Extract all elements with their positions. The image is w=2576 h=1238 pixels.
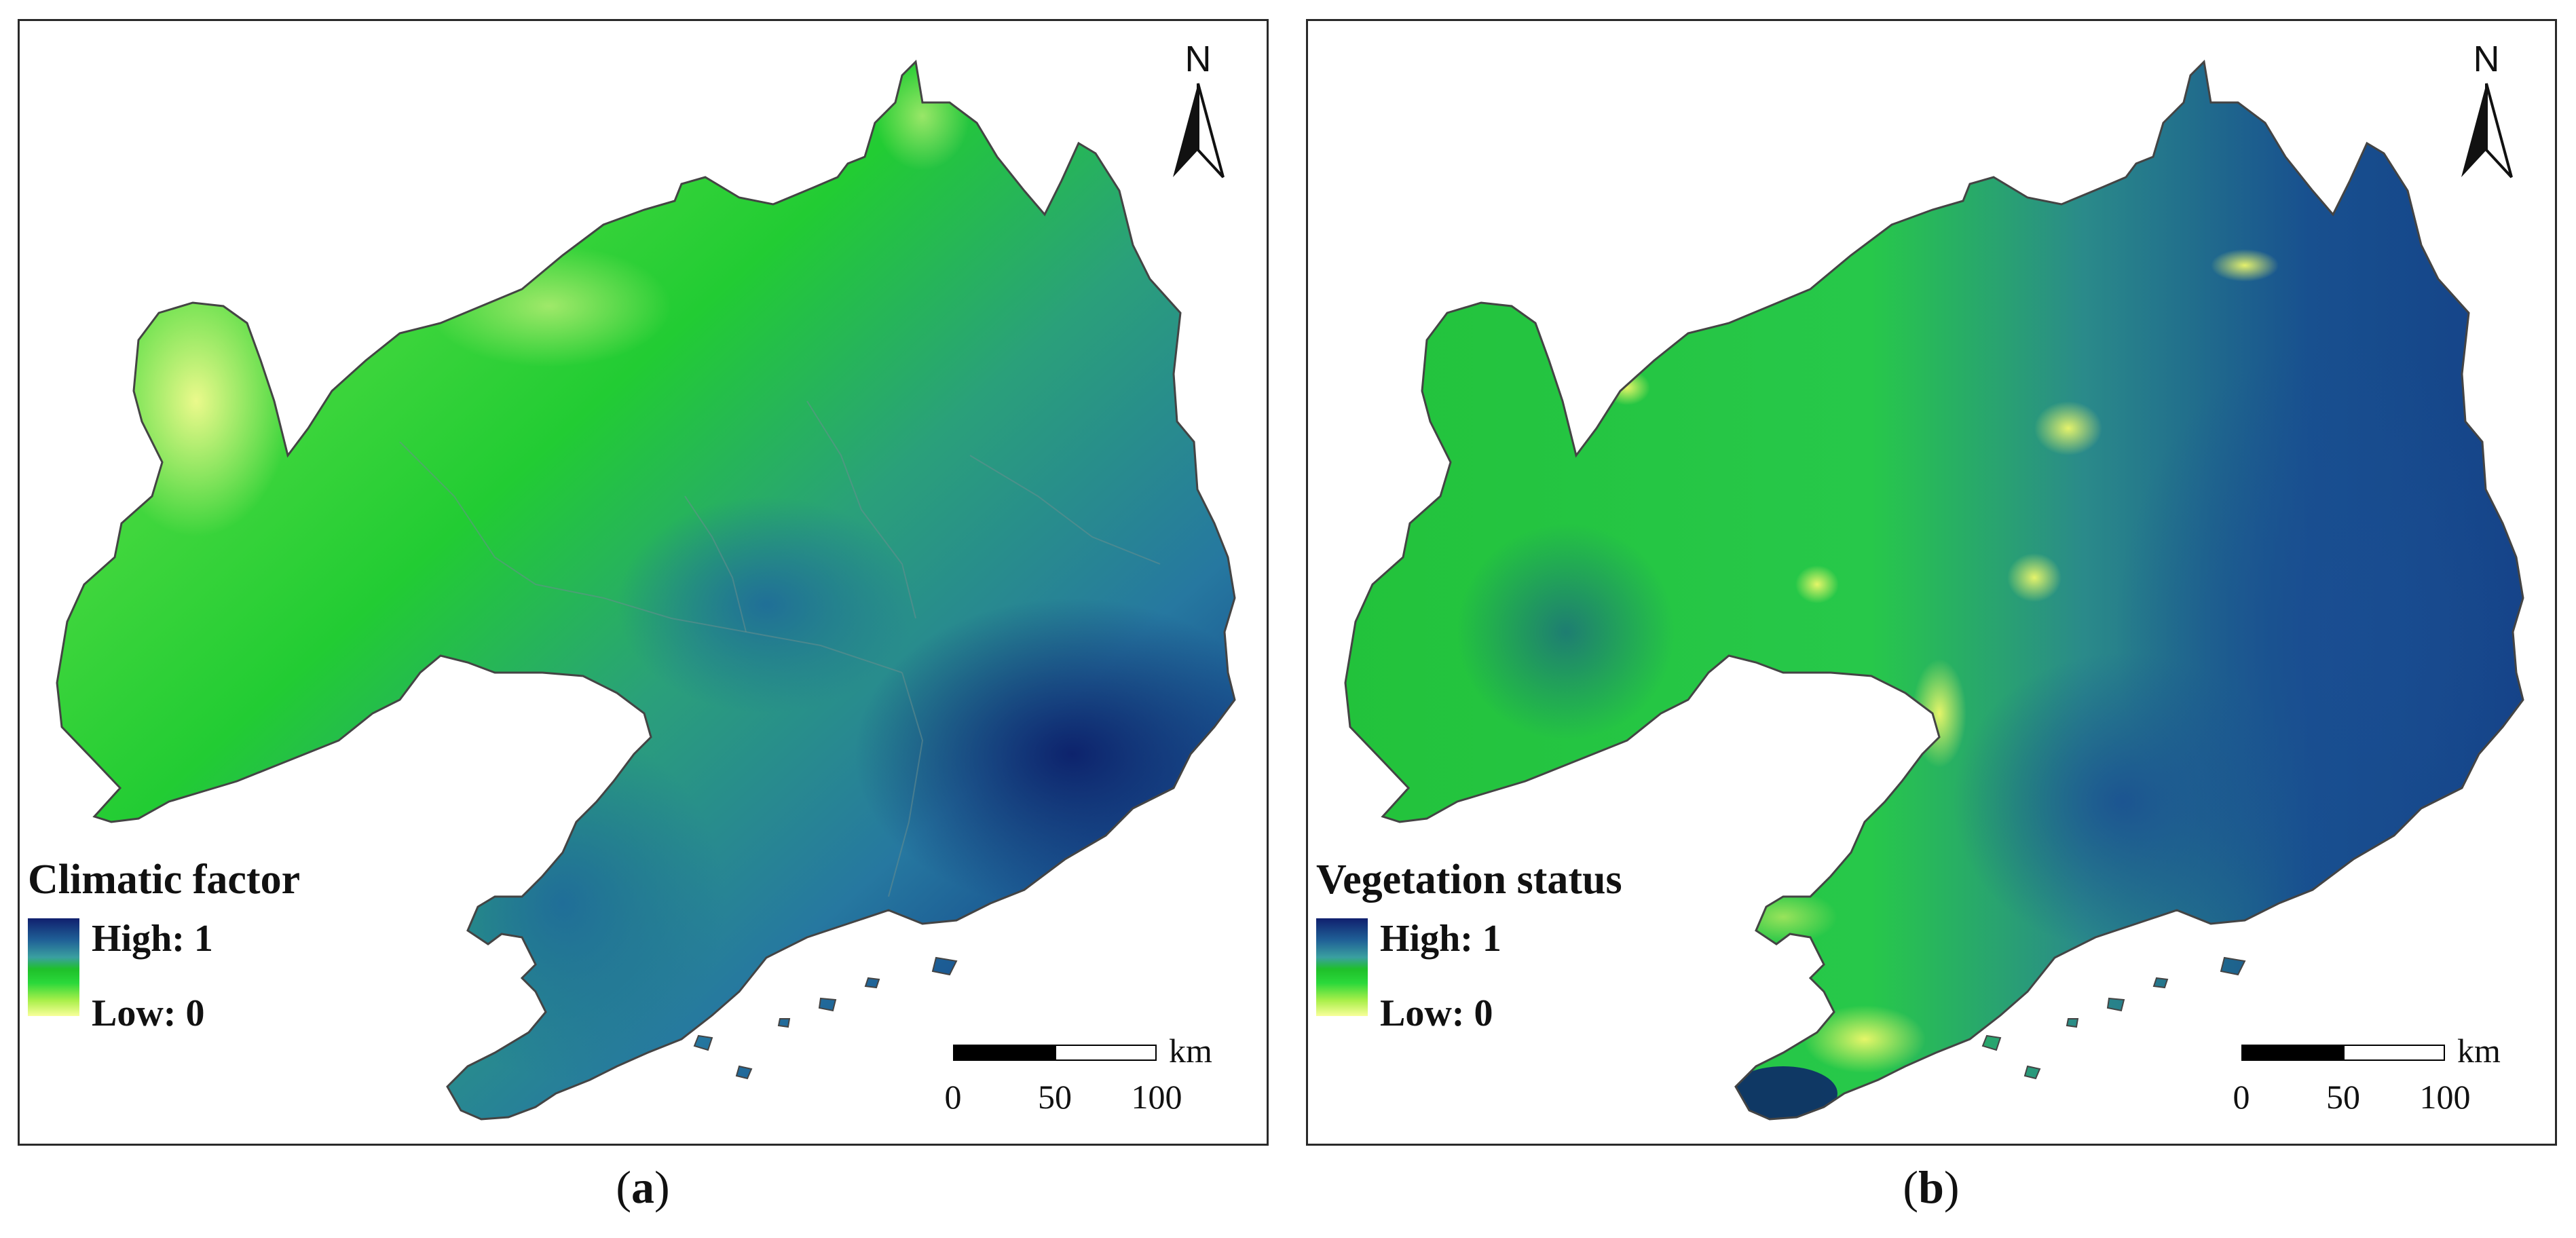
vegetation-status-map	[1344, 60, 2524, 1121]
caption-letter: a	[631, 1161, 654, 1213]
legend-title: Vegetation status	[1316, 857, 1622, 903]
caption-letter: b	[1918, 1161, 1944, 1213]
scale-bar-white-segment	[2343, 1045, 2445, 1061]
scale-tick-100: 100	[1131, 1078, 1182, 1116]
scale-tick-50: 50	[2326, 1078, 2360, 1116]
scale-tick-0: 0	[944, 1078, 962, 1116]
scale-bar	[953, 1045, 1157, 1061]
scale-tick-50: 50	[1038, 1078, 1072, 1116]
scale-bar-white-segment	[1055, 1045, 1157, 1061]
caption-b: (b)	[1903, 1161, 1959, 1214]
north-label: N	[1185, 39, 1212, 79]
scale-unit-label: km	[2457, 1032, 2501, 1070]
legend-high-label: High: 1	[1380, 918, 1501, 960]
climatic-factor-map	[56, 60, 1236, 1121]
color-ramp	[28, 918, 79, 1016]
caption-close-paren: )	[654, 1161, 670, 1213]
map-panel-b: Vegetation status High: 1 Low: 0 km 0 50…	[1306, 19, 2557, 1146]
north-label: N	[2474, 39, 2500, 79]
legend-title: Climatic factor	[28, 857, 301, 903]
scale-bar-black-segment	[953, 1045, 1055, 1061]
caption-a: (a)	[616, 1161, 669, 1214]
legend-low-label: Low: 0	[92, 992, 205, 1034]
scale-tick-0: 0	[2233, 1078, 2250, 1116]
map-panel-a: Climatic factor High: 1 Low: 0 km 0 50 1…	[18, 19, 1269, 1146]
north-arrow-icon: N	[1173, 39, 1225, 179]
scale-tick-100: 100	[2419, 1078, 2471, 1116]
scale-bar-black-segment	[2241, 1045, 2343, 1061]
color-ramp	[1316, 918, 1368, 1016]
caption-close-paren: )	[1943, 1161, 1960, 1213]
scale-unit-label: km	[1169, 1032, 1212, 1070]
north-arrow-icon: N	[2461, 39, 2513, 179]
scale-bar	[2241, 1045, 2445, 1061]
caption-open-paren: (	[616, 1161, 631, 1213]
legend-low-label: Low: 0	[1380, 992, 1493, 1034]
legend-high-label: High: 1	[92, 918, 213, 960]
caption-open-paren: (	[1903, 1161, 1919, 1213]
